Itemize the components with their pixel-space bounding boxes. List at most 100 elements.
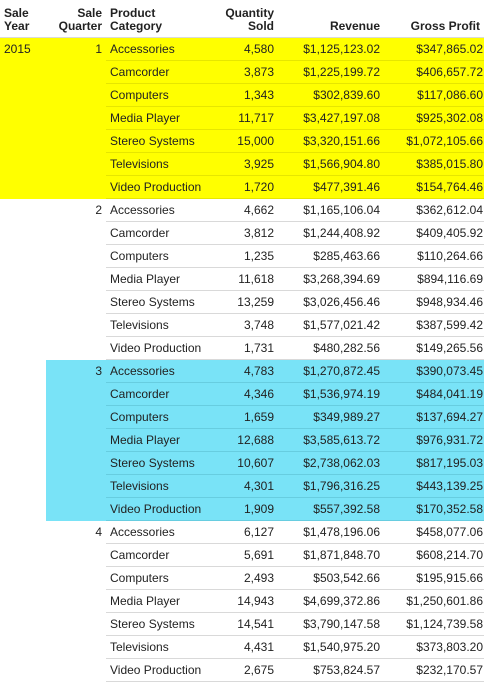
quantity-cell: 3,748 bbox=[210, 313, 278, 337]
table-row: 4 Accessories 6,127 $1,478,196.06 $458,077.0… bbox=[0, 520, 484, 544]
sale-year-cell bbox=[0, 498, 46, 521]
header-gross-profit[interactable]: Gross Profit bbox=[384, 0, 484, 38]
revenue-cell: $477,391.46 bbox=[278, 175, 384, 199]
sale-year-cell bbox=[0, 544, 46, 567]
gross-profit-cell: $458,077.06 bbox=[384, 520, 484, 544]
sale-year-cell bbox=[0, 659, 46, 682]
quantity-cell: 4,346 bbox=[210, 382, 278, 406]
sale-year-cell bbox=[0, 590, 46, 613]
quantity-cell: 3,812 bbox=[210, 221, 278, 245]
gross-profit-cell: $608,214.70 bbox=[384, 543, 484, 567]
quantity-cell: 6,127 bbox=[210, 520, 278, 544]
gross-profit-cell: $137,694.27 bbox=[384, 405, 484, 429]
quantity-cell: 3,873 bbox=[210, 60, 278, 84]
sale-year-cell bbox=[0, 199, 46, 222]
gross-profit-cell: $347,865.02 bbox=[384, 37, 484, 61]
revenue-cell: $3,790,147.58 bbox=[278, 612, 384, 636]
sale-quarter-cell bbox=[46, 382, 106, 406]
gross-profit-cell: $1,250,601.86 bbox=[384, 589, 484, 613]
sale-quarter-cell bbox=[46, 405, 106, 429]
header-sale-year[interactable]: Sale Year bbox=[0, 0, 46, 38]
quantity-cell: 2,493 bbox=[210, 566, 278, 590]
sale-year-cell bbox=[0, 83, 46, 107]
sale-quarter-cell bbox=[46, 636, 106, 659]
sale-year-cell bbox=[0, 567, 46, 590]
gross-profit-cell: $484,041.19 bbox=[384, 382, 484, 406]
table-row: Video Production 1,720 $477,391.46 $154,764… bbox=[0, 175, 484, 199]
header-product-category[interactable]: Product Category bbox=[106, 0, 210, 38]
revenue-cell: $349,989.27 bbox=[278, 405, 384, 429]
gross-profit-cell: $149,265.56 bbox=[384, 336, 484, 360]
quantity-cell: 2,675 bbox=[210, 658, 278, 682]
quantity-cell: 1,909 bbox=[210, 497, 278, 521]
quantity-cell: 4,580 bbox=[210, 37, 278, 61]
table-row: Televisions 3,925 $1,566,904.80 $385,015.80 bbox=[0, 152, 484, 176]
sale-quarter-cell bbox=[46, 451, 106, 475]
gross-profit-cell: $232,170.57 bbox=[384, 658, 484, 682]
gross-profit-cell: $1,072,105.66 bbox=[384, 129, 484, 153]
category-cell: Camcorder bbox=[106, 382, 210, 406]
sale-year-cell bbox=[0, 175, 46, 199]
gross-profit-cell: $373,803.20 bbox=[384, 635, 484, 659]
category-cell: Televisions bbox=[106, 313, 210, 337]
quantity-cell: 11,618 bbox=[210, 267, 278, 291]
table-row: Televisions 4,301 $1,796,316.25 $443,139.25 bbox=[0, 474, 484, 498]
sale-quarter-cell bbox=[46, 314, 106, 337]
sale-quarter-cell bbox=[46, 83, 106, 107]
table-row: 2 Accessories 4,662 $1,165,106.04 $362,612.0… bbox=[0, 198, 484, 222]
revenue-cell: $285,463.66 bbox=[278, 244, 384, 268]
table-row: Stereo Systems 14,541 $3,790,147.58 $1,124,… bbox=[0, 612, 484, 636]
sale-year-cell bbox=[0, 337, 46, 360]
quantity-cell: 14,943 bbox=[210, 589, 278, 613]
sale-quarter-cell bbox=[46, 245, 106, 268]
revenue-cell: $480,282.56 bbox=[278, 336, 384, 360]
category-cell: Televisions bbox=[106, 635, 210, 659]
sale-year-cell bbox=[0, 60, 46, 84]
header-revenue[interactable]: Revenue bbox=[278, 0, 384, 38]
gross-profit-cell: $154,764.46 bbox=[384, 175, 484, 199]
category-cell: Televisions bbox=[106, 152, 210, 176]
sale-quarter-cell: 2 bbox=[95, 203, 102, 217]
sale-year-cell bbox=[0, 314, 46, 337]
sale-year-cell bbox=[0, 152, 46, 176]
category-cell: Accessories bbox=[106, 520, 210, 544]
revenue-cell: $1,125,123.02 bbox=[278, 37, 384, 61]
header-sale-quarter[interactable]: Sale Quarter bbox=[46, 0, 106, 38]
table-row: Camcorder 3,812 $1,244,408.92 $409,405.92 bbox=[0, 221, 484, 245]
gross-profit-cell: $948,934.46 bbox=[384, 290, 484, 314]
sale-year-cell bbox=[0, 406, 46, 429]
sale-quarter-cell bbox=[46, 474, 106, 498]
category-cell: Stereo Systems bbox=[106, 612, 210, 636]
quantity-cell: 14,541 bbox=[210, 612, 278, 636]
sale-quarter-cell: 1 bbox=[46, 37, 106, 61]
sale-quarter-cell bbox=[46, 129, 106, 153]
category-cell: Media Player bbox=[106, 267, 210, 291]
table-row: Media Player 14,943 $4,699,372.86 $1,250,60… bbox=[0, 589, 484, 613]
quantity-cell: 10,607 bbox=[210, 451, 278, 475]
header-quantity-sold[interactable]: Quantity Sold bbox=[210, 0, 278, 38]
table-row: Stereo Systems 15,000 $3,320,151.66 $1,072,… bbox=[0, 129, 484, 153]
table-row: Computers 1,235 $285,463.66 $110,264.66 bbox=[0, 244, 484, 268]
category-cell: Computers bbox=[106, 566, 210, 590]
table-row: Computers 1,343 $302,839.60 $117,086.60 bbox=[0, 83, 484, 107]
table-row: Video Production 1,909 $557,392.58 $170,352… bbox=[0, 497, 484, 521]
gross-profit-cell: $976,931.72 bbox=[384, 428, 484, 452]
sale-quarter-cell bbox=[46, 590, 106, 613]
revenue-cell: $1,165,106.04 bbox=[278, 198, 384, 222]
sale-year-cell bbox=[0, 613, 46, 636]
revenue-cell: $3,427,197.08 bbox=[278, 106, 384, 130]
category-cell: Accessories bbox=[106, 198, 210, 222]
sale-quarter-cell bbox=[46, 175, 106, 199]
quantity-cell: 13,259 bbox=[210, 290, 278, 314]
quantity-cell: 4,301 bbox=[210, 474, 278, 498]
category-cell: Stereo Systems bbox=[106, 129, 210, 153]
gross-profit-cell: $817,195.03 bbox=[384, 451, 484, 475]
sale-quarter-cell bbox=[46, 544, 106, 567]
sale-year-cell bbox=[0, 245, 46, 268]
sale-quarter-cell: 4 bbox=[95, 525, 102, 539]
quantity-cell: 1,343 bbox=[210, 83, 278, 107]
sale-quarter-cell bbox=[46, 291, 106, 314]
sale-year-cell bbox=[0, 106, 46, 130]
gross-profit-cell: $390,073.45 bbox=[384, 359, 484, 383]
quantity-cell: 4,783 bbox=[210, 359, 278, 383]
